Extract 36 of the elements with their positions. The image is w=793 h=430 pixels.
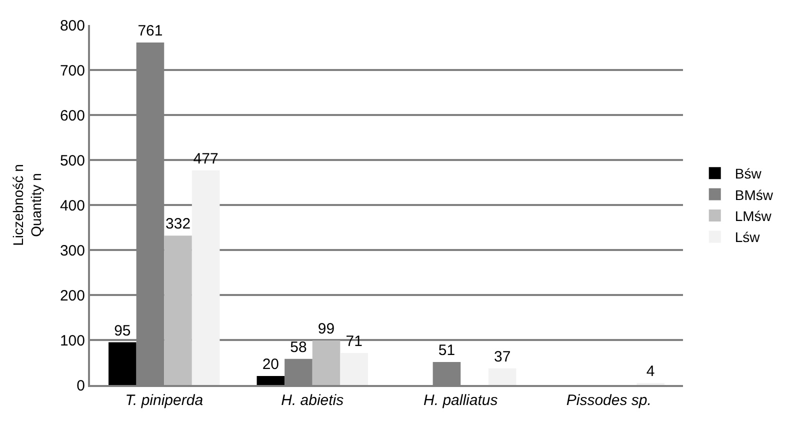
- legend-label: Lśw: [734, 229, 761, 246]
- y-tick-label: 100: [60, 332, 85, 350]
- bar: [192, 170, 220, 385]
- bar: [164, 236, 192, 385]
- y-tick-label: 200: [60, 287, 85, 304]
- data-label: 71: [346, 333, 362, 350]
- legend-label: Bśw: [734, 166, 762, 182]
- data-label: 20: [262, 356, 280, 373]
- y-axis-title: Liczebność n Quantity n: [10, 164, 44, 246]
- x-tick-label: H. abietis: [281, 392, 344, 409]
- data-label: 58: [290, 338, 307, 356]
- data-label: 95: [114, 322, 131, 340]
- y-tick-label: 700: [60, 62, 85, 80]
- data-label: 51: [438, 342, 456, 360]
- bar: [108, 342, 136, 385]
- legend-label: LMśw: [734, 208, 772, 224]
- bar: [312, 340, 340, 385]
- x-tick-label: T. piniperda: [125, 392, 204, 409]
- data-label: 37: [494, 348, 511, 366]
- y-tick-label: 400: [60, 197, 85, 214]
- data-label: 4: [646, 363, 655, 380]
- y-tick-label: 0: [76, 377, 85, 394]
- bar: [256, 376, 285, 385]
- y-tick-label: 800: [60, 17, 85, 34]
- bar: [340, 353, 368, 385]
- legend-label: BMśw: [734, 186, 774, 203]
- y-tick-label: 600: [60, 107, 85, 124]
- x-tick-label: Pissodes sp.: [566, 392, 652, 409]
- y-tick-label: 300: [60, 242, 85, 260]
- x-tick-label: H. palliatus: [424, 392, 498, 409]
- data-label: 332: [166, 216, 191, 233]
- data-label: 99: [318, 320, 335, 338]
- y-tick-label: 500: [60, 152, 85, 170]
- data-label: 477: [193, 150, 218, 168]
- data-label: 761: [138, 22, 163, 40]
- bar: [488, 368, 516, 385]
